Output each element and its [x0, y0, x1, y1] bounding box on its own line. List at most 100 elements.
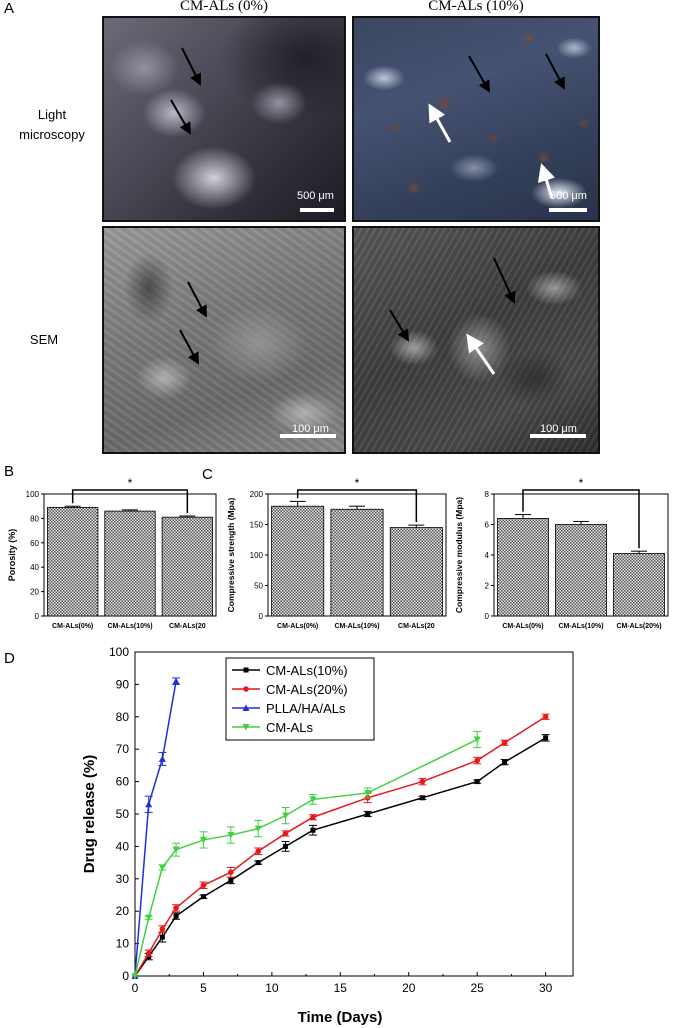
arrow-icon [537, 163, 556, 199]
data-point [145, 800, 153, 808]
bar [497, 518, 549, 617]
y-tick-label: 30 [116, 872, 130, 886]
arrow-icon [545, 53, 565, 90]
legend-label: CM-ALs [266, 720, 313, 735]
data-point [227, 832, 235, 839]
x-category-label: CM-ALs(0%) [502, 623, 543, 630]
data-point [473, 736, 481, 743]
x-tick-label: 10 [265, 981, 279, 995]
panel-letter-c: C [202, 466, 213, 483]
y-axis-label: Compressive modulus (Mpa) [454, 497, 464, 613]
bar [330, 508, 384, 617]
data-point [172, 677, 180, 685]
bar [613, 553, 665, 617]
series-line [134, 681, 177, 977]
scale-bar [300, 208, 334, 212]
data-point [228, 869, 234, 876]
x-tick-label: 20 [402, 981, 416, 995]
scale-bar [530, 434, 586, 438]
y-tick-label: 80 [30, 514, 39, 523]
y-tick-label: 80 [116, 710, 130, 724]
x-tick-label: 5 [200, 981, 207, 995]
scale-bar [549, 208, 587, 212]
significance-bracket [296, 489, 418, 523]
y-tick-label: 40 [116, 839, 130, 853]
panel-letter-b: B [4, 463, 15, 480]
scale-label: 100 μm [540, 423, 577, 435]
arrows-overlay [428, 53, 565, 199]
data-point [199, 836, 207, 844]
series-3 [131, 730, 482, 980]
y-tick-label: 0 [122, 969, 129, 983]
panel-letter-a: A [4, 0, 15, 17]
arrow-icon [170, 99, 191, 135]
data-point [282, 830, 289, 837]
series-line [134, 738, 478, 977]
y-tick-label: 100 [109, 645, 129, 659]
data-point [255, 860, 261, 866]
data-point [543, 735, 549, 741]
legend-marker [242, 704, 250, 711]
data-point [200, 894, 206, 900]
arrow-icon [468, 55, 490, 93]
legend-marker [243, 686, 249, 692]
data-point [254, 825, 262, 833]
bar [47, 507, 99, 617]
data-point [145, 950, 152, 957]
legend-marker [242, 724, 250, 731]
chart-porosity: 0 20 40 60 80 100 CM-ALs(0%) CM-ALs(10%) CM-ALs(… [7, 476, 217, 630]
data-point [172, 846, 180, 854]
y-tick-label: 4 [485, 551, 490, 560]
series-2 [131, 677, 181, 979]
y-tick-label: 60 [30, 539, 39, 548]
y-tick-label: 8 [485, 490, 490, 499]
legend: CM-ALs(10%) CM-ALs(20%) PLLA/HA/ALs CM-ALs [225, 657, 375, 741]
data-point [158, 755, 166, 762]
x-category-label: CM-ALs(20 [398, 623, 435, 630]
data-point [159, 934, 165, 940]
y-tick-label: 40 [30, 563, 39, 572]
y-axis-label: Drug release (%) [81, 755, 98, 873]
row-label-light-microscopy: Light microscopy [19, 107, 85, 142]
sem-micrograph-10pct: 100 μm [352, 226, 600, 454]
y-tick-label: 200 [250, 490, 264, 499]
data-point [173, 913, 179, 919]
data-point [282, 812, 290, 820]
legend-label: PLLA/HA/ALs [266, 701, 346, 716]
data-point [309, 796, 317, 803]
bar [555, 524, 607, 617]
bar [104, 510, 156, 617]
column-header-10pct: CM-ALs (10%) [428, 0, 524, 14]
light-micrograph-0pct: 500 μm [102, 16, 346, 222]
data-point [419, 795, 425, 801]
scale-label: 500 μm [297, 190, 334, 202]
x-category-label: CM-ALs(10%) [107, 623, 152, 630]
arrow-icon [428, 103, 452, 143]
y-tick-label: 0 [35, 612, 40, 621]
significance-bracket [71, 489, 189, 513]
y-tick-label: 20 [30, 588, 39, 597]
y-axis-label: Compressive strength (Mpa) [226, 497, 236, 612]
legend-marker [243, 667, 249, 673]
y-axis-label: Porosity (%) [7, 529, 17, 582]
x-tick-label: 0 [132, 981, 139, 995]
scale-bar [280, 434, 336, 438]
chart-compressive-modulus: 0 2 4 6 8 CM-ALs(0%) CM-ALs(10%) CM-ALs(20%) * Co… [454, 476, 669, 630]
y-tick-label: 90 [116, 677, 130, 691]
significance-star: * [579, 476, 584, 490]
data-point [173, 905, 179, 911]
scale-label: 100 μm [292, 423, 329, 435]
significance-star: * [355, 476, 360, 490]
arrow-icon [493, 257, 516, 304]
y-tick-label: 0 [259, 612, 264, 621]
data-point [131, 973, 139, 980]
arrows-overlay [170, 47, 201, 135]
y-tick-label: 0 [485, 612, 490, 621]
bar [161, 516, 213, 617]
data-point [159, 926, 166, 932]
series-0 [132, 734, 550, 979]
y-tick-label: 100 [250, 551, 264, 560]
legend-label: CM-ALs(20%) [266, 682, 348, 697]
significance-bracket [522, 489, 640, 549]
light-micrograph-10pct: 500 μm [352, 16, 600, 222]
